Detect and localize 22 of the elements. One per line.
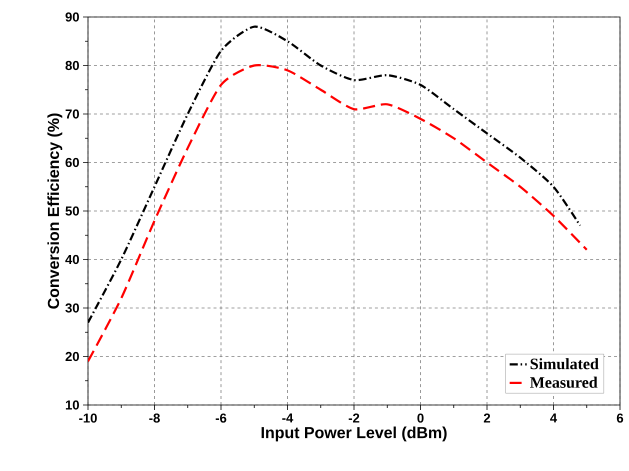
x-tick-label: -8 (149, 413, 160, 423)
x-tick-label: 6 (616, 413, 624, 423)
x-tick-label: 4 (550, 414, 558, 422)
y-tick-label: 30 (65, 303, 79, 313)
x-tick-label: 0 (417, 413, 424, 423)
y-tick-label: 10 (66, 400, 79, 410)
y-tick-label: 80 (66, 60, 79, 70)
y-tick-label: 50 (66, 206, 79, 216)
y-tick-label: 60 (66, 158, 79, 168)
x-axis-title: Input Power Level (dBm) (262, 426, 447, 442)
y-tick-label: 90 (66, 12, 79, 22)
y-tick-label: 20 (66, 352, 79, 362)
y-tick-label: 70 (66, 109, 79, 119)
x-tick-label: -10 (79, 413, 97, 423)
y-axis-title: Conversion Efficiency (%) (47, 113, 62, 309)
legend-label: Measured (530, 376, 598, 388)
x-tick-label: -4 (282, 414, 294, 422)
y-tick-label: 40 (65, 254, 79, 264)
legend-label: Simulated (530, 358, 599, 370)
x-tick-label: -6 (216, 413, 226, 423)
x-tick-label: 2 (484, 413, 490, 423)
x-tick-label: -2 (348, 413, 360, 423)
